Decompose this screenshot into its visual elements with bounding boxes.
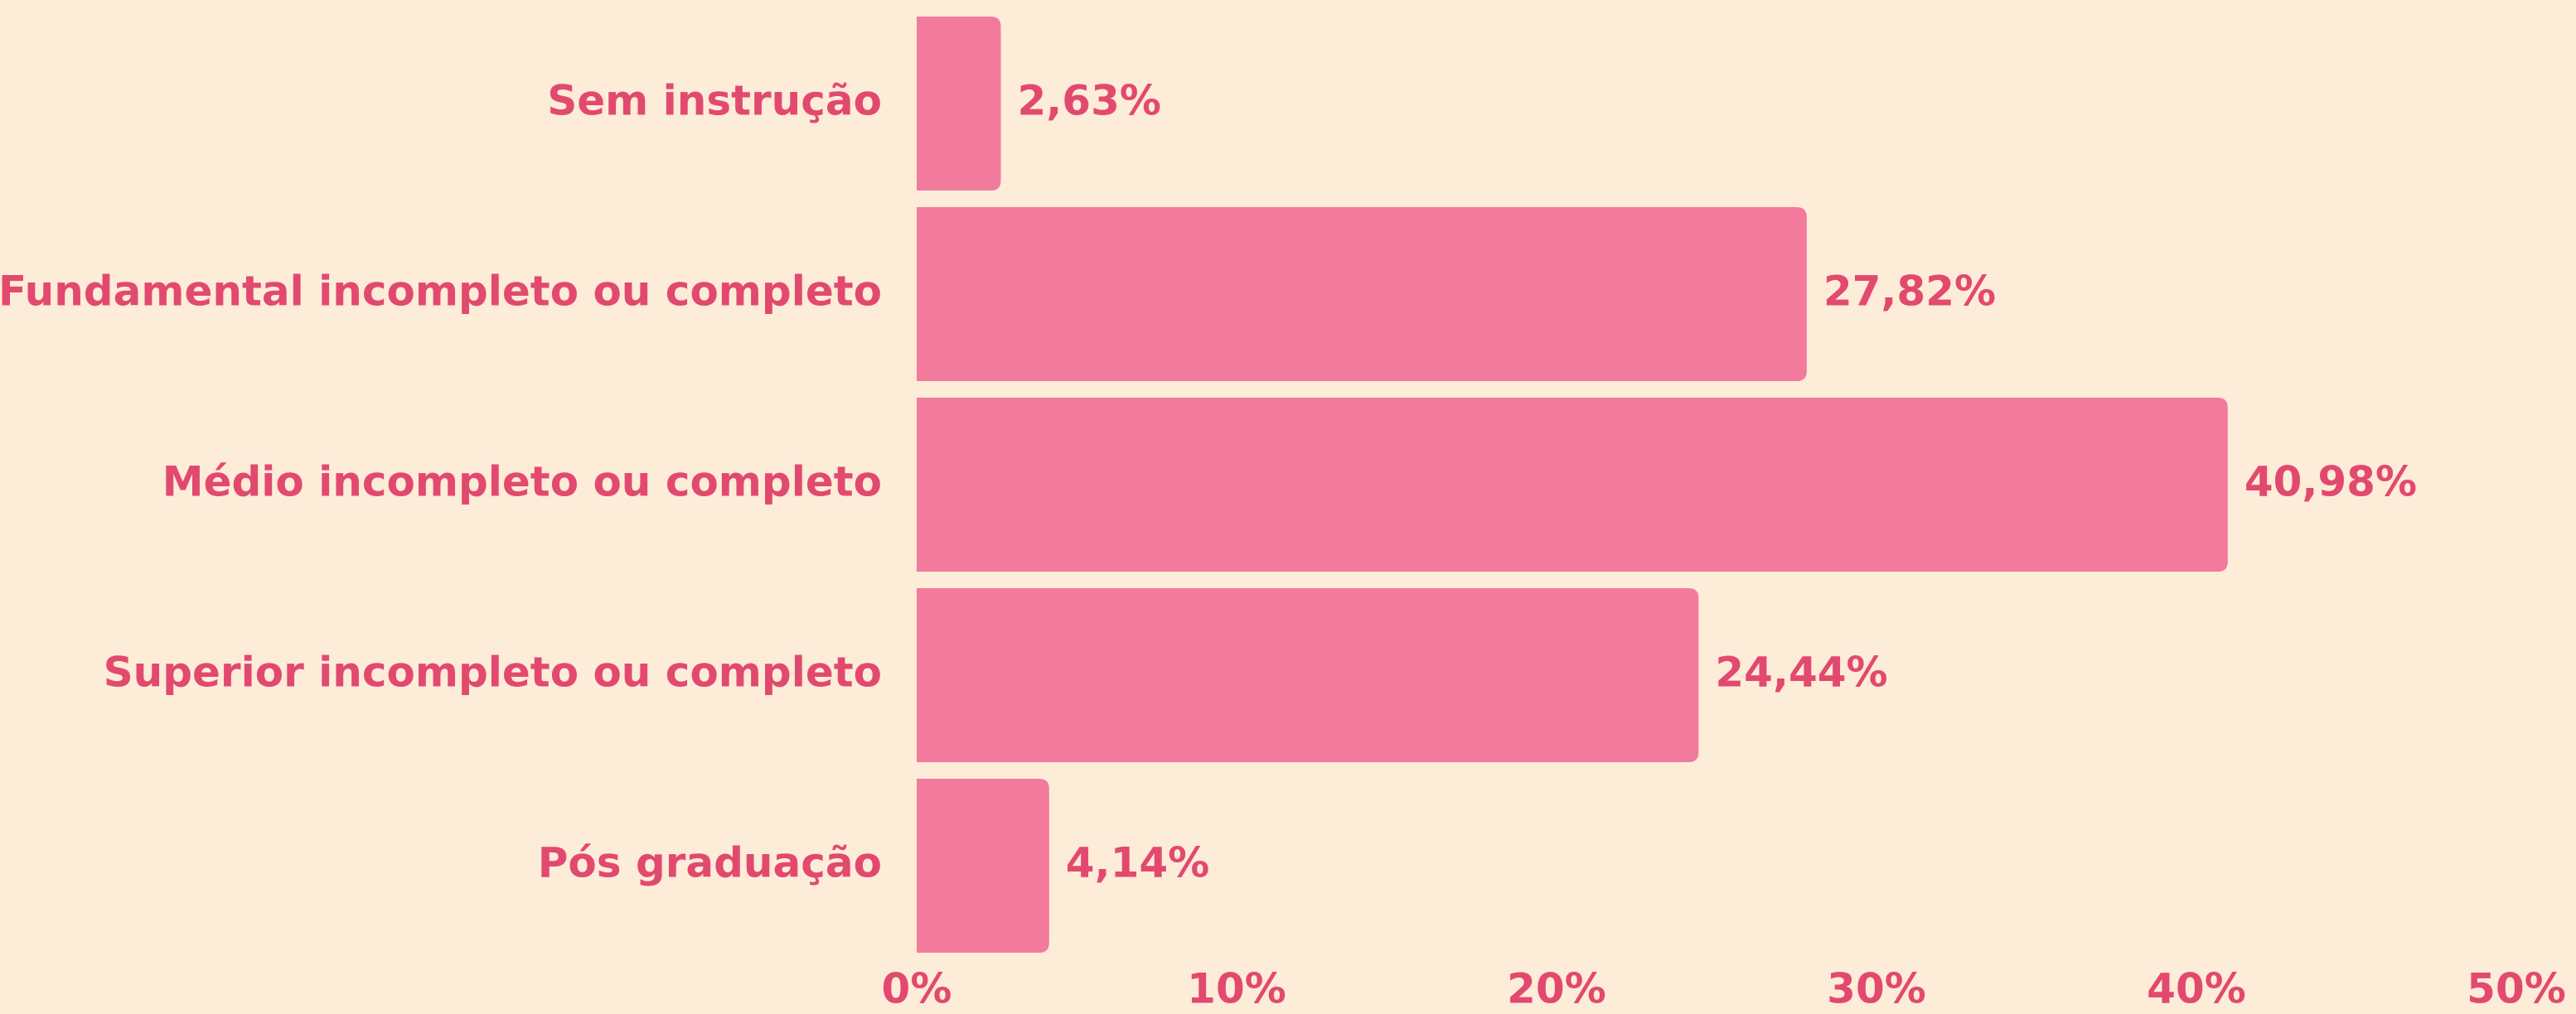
bar (917, 779, 1049, 953)
value-label: 2,63% (1018, 77, 1161, 125)
value-label: 24,44% (1715, 649, 1887, 697)
bar (917, 588, 1699, 762)
value-label: 4,14% (1066, 839, 1209, 887)
x-tick-label: 30% (1827, 965, 1926, 1013)
x-tick-label: 50% (2467, 965, 2566, 1013)
value-label: 40,98% (2244, 458, 2417, 506)
x-tick-label: 40% (2147, 965, 2246, 1013)
category-label: Superior incompleto ou completo (104, 649, 882, 697)
category-label: Pós graduação (538, 839, 882, 887)
value-label: 27,82% (1823, 268, 1996, 316)
x-tick-label: 20% (1507, 965, 1606, 1013)
bar (917, 207, 1807, 381)
bar (917, 17, 1001, 191)
category-label: Fundamental incompleto ou completo (0, 268, 882, 316)
x-tick-label: 0% (882, 965, 952, 1013)
category-label: Sem instrução (547, 77, 882, 125)
x-tick-label: 10% (1187, 965, 1286, 1013)
bar (917, 398, 2228, 572)
category-label: Médio incompleto ou completo (162, 458, 882, 506)
